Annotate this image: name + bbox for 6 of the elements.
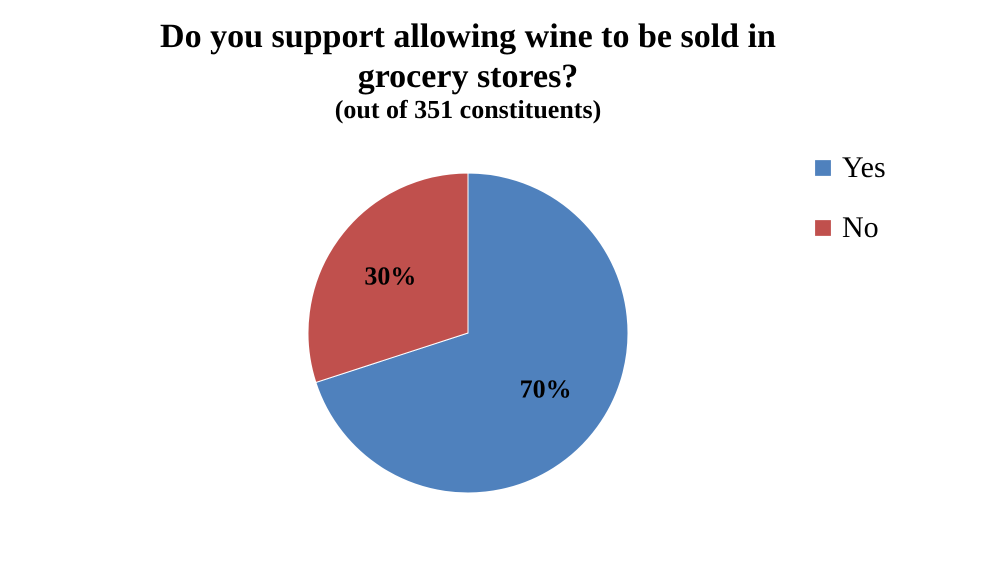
chart-title: Do you support allowing wine to be sold in grocery stores?	[160, 18, 776, 95]
data-label: 70%	[520, 374, 572, 404]
data-label: 30%	[364, 262, 416, 291]
legend-label: No	[842, 211, 879, 244]
chart-subtitle: (out of 351 constituents)	[334, 95, 602, 124]
legend-label: Yes	[842, 151, 886, 184]
